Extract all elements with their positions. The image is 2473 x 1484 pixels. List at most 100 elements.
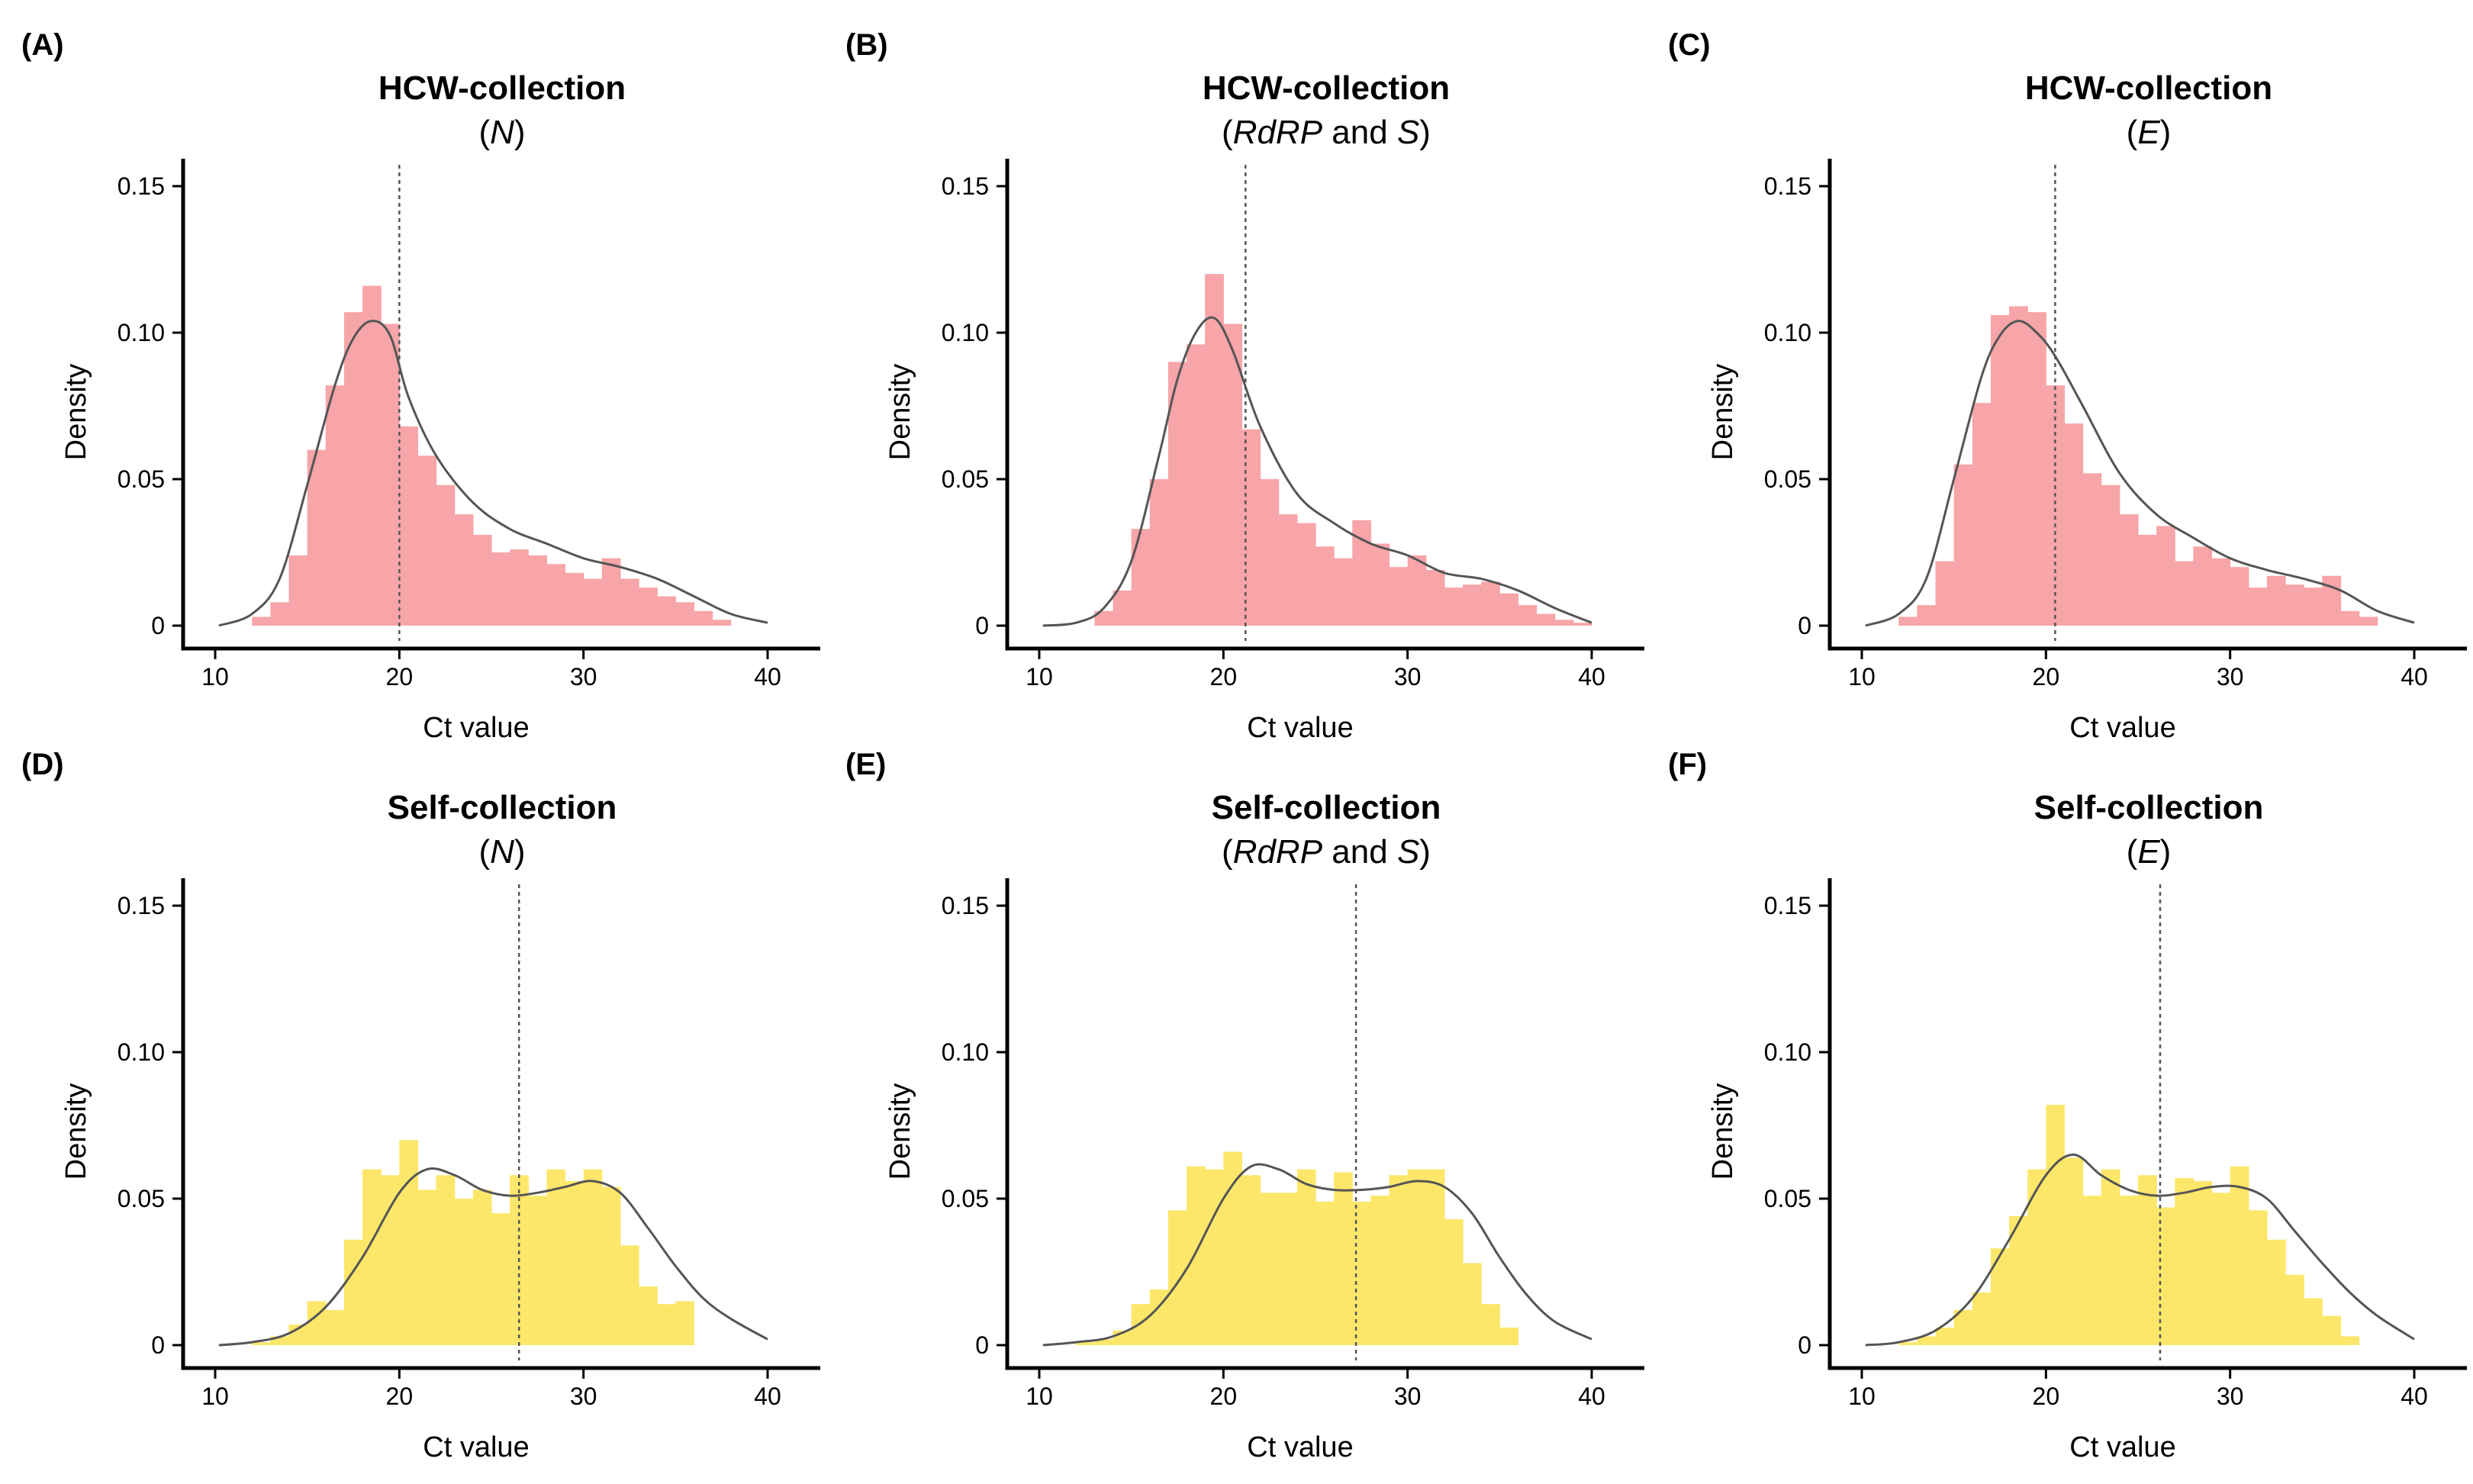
histogram-bar xyxy=(2175,1178,2194,1345)
x-tick-label: 20 xyxy=(1210,663,1238,690)
chart-title: Self-collection xyxy=(1212,789,1441,826)
histogram-bar xyxy=(1278,514,1298,626)
y-tick-label: 0.05 xyxy=(118,465,165,493)
x-tick-label: 40 xyxy=(1578,1383,1605,1410)
subtitle-part: ) xyxy=(1419,114,1431,151)
x-tick-label: 20 xyxy=(1210,1383,1238,1410)
histogram-bar xyxy=(546,1169,566,1345)
histogram-bar xyxy=(343,312,363,626)
subtitle-part: and xyxy=(1322,114,1397,151)
histogram-bar xyxy=(1334,1172,1353,1345)
histogram-bar xyxy=(620,1245,639,1345)
histogram-bar xyxy=(2101,1169,2120,1345)
histogram-bar xyxy=(1167,1210,1187,1345)
y-tick-label: 0.05 xyxy=(118,1185,165,1212)
histogram-bar xyxy=(583,1169,603,1345)
subtitle-part: ) xyxy=(1419,833,1431,871)
histogram-bar xyxy=(1481,581,1500,626)
histogram-bar xyxy=(583,578,603,626)
histogram-bar xyxy=(2304,1298,2323,1345)
subtitle-part: ) xyxy=(2160,114,2172,151)
y-tick-label: 0 xyxy=(151,612,165,639)
histogram-bars xyxy=(252,1140,695,1345)
histogram-bar xyxy=(1953,464,1973,626)
density-curve xyxy=(218,320,768,627)
histogram-bar xyxy=(472,534,492,626)
histogram-bar xyxy=(1935,1327,1955,1345)
y-tick-label: 0 xyxy=(975,612,989,639)
subtitle-part: ( xyxy=(2127,833,2138,871)
histogram-bar xyxy=(1187,344,1206,626)
subtitle-part: E xyxy=(2137,833,2160,871)
y-tick-label: 0 xyxy=(1798,612,1811,639)
x-tick-label: 40 xyxy=(2401,1383,2428,1410)
histogram-bar xyxy=(362,285,382,626)
histogram-bar xyxy=(2285,1274,2304,1345)
x-tick-label: 30 xyxy=(570,663,597,690)
histogram-bar xyxy=(601,1186,621,1345)
histogram-bar xyxy=(657,1304,676,1345)
histogram-bar xyxy=(1935,561,1955,626)
x-tick-label: 30 xyxy=(570,1383,597,1410)
y-tick-label: 0.10 xyxy=(942,1038,989,1066)
x-tick-label: 30 xyxy=(2217,1383,2244,1410)
histogram-bar xyxy=(1296,523,1316,626)
y-tick-label: 0.15 xyxy=(942,172,989,200)
x-tick-label: 40 xyxy=(754,1383,781,1410)
chart-title: HCW-collection xyxy=(378,69,626,107)
x-tick-label: 30 xyxy=(2217,663,2244,690)
subtitle-part: E xyxy=(2137,114,2160,151)
histogram-bar xyxy=(325,385,345,626)
histogram-bar xyxy=(565,572,584,626)
density-curve xyxy=(1865,1153,2415,1347)
histogram-bar xyxy=(1094,610,1114,626)
histogram-bar xyxy=(712,620,732,626)
histogram-bar xyxy=(2248,1210,2268,1345)
y-tick-label: 0 xyxy=(1798,1331,1811,1359)
chart-subtitle: (E) xyxy=(2127,114,2172,151)
x-axis-label: Ct value xyxy=(423,712,529,744)
panel-f: (F) Self-collection (E) 0 0.05 0.10 0.15 10 20 30… xyxy=(1668,748,2467,1463)
histogram-bar xyxy=(528,1196,547,1345)
x-tick-label: 10 xyxy=(1848,1383,1876,1410)
histogram-bar xyxy=(1389,567,1409,626)
panel-label: (D) xyxy=(21,748,64,781)
chart-subtitle: (E) xyxy=(2127,833,2172,871)
histogram-bar xyxy=(454,1199,474,1345)
panel-e: (E) Self-collection (RdRP and S) 0 0.05 0.10 0… xyxy=(845,748,1644,1463)
histogram-bar xyxy=(1149,479,1169,626)
histogram-bar xyxy=(343,1239,363,1345)
histogram-bar xyxy=(2304,587,2323,626)
histogram-bar xyxy=(288,555,308,626)
histogram-bar xyxy=(1990,1248,2010,1345)
histogram-bar xyxy=(657,596,676,626)
histogram-bar xyxy=(1094,1339,1114,1345)
subtitle-part: ( xyxy=(2127,114,2138,151)
subtitle-part: RdRP xyxy=(1233,114,1323,151)
histogram-bar xyxy=(1131,1304,1151,1345)
subtitle-part: N xyxy=(490,114,514,151)
histogram-bar xyxy=(639,1286,658,1345)
histogram-bar xyxy=(2009,306,2028,626)
histogram-bar xyxy=(1131,529,1151,626)
histogram-bar xyxy=(1407,555,1427,626)
y-tick-label: 0.10 xyxy=(1764,319,1811,346)
histogram-bar xyxy=(307,1301,327,1345)
panel-b: (B) HCW-collection (RdRP and S) 0 0.05 0.10 0.… xyxy=(845,28,1644,744)
chart-subtitle: (RdRP and S) xyxy=(1222,114,1431,151)
panel-label: (C) xyxy=(1668,28,1711,62)
y-tick-label: 0.15 xyxy=(1764,892,1811,919)
y-tick-label: 0.10 xyxy=(942,319,989,346)
histogram-bar xyxy=(2119,1196,2139,1345)
x-tick-label: 20 xyxy=(386,663,414,690)
histogram-bar xyxy=(565,1180,584,1345)
histogram-bar xyxy=(2138,534,2157,626)
x-tick-label: 10 xyxy=(1848,663,1876,690)
histogram-bar xyxy=(1241,1175,1261,1345)
histogram-bar xyxy=(510,549,529,626)
x-axis-label: Ct value xyxy=(2069,1431,2175,1463)
histogram-bar xyxy=(1972,1292,1992,1345)
histogram-bar xyxy=(1187,1166,1206,1345)
histogram-bar xyxy=(675,1301,695,1345)
histogram-bar xyxy=(454,514,474,626)
